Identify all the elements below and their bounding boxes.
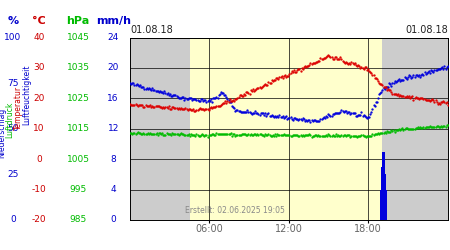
Text: Temperatur: Temperatur bbox=[14, 86, 23, 130]
Text: 1025: 1025 bbox=[67, 94, 90, 103]
Text: 12: 12 bbox=[108, 124, 119, 133]
Bar bbox=[383, 174, 386, 220]
Text: 995: 995 bbox=[69, 185, 87, 194]
Text: %: % bbox=[8, 16, 18, 26]
Text: Luftdruck: Luftdruck bbox=[5, 102, 14, 138]
Text: Niederschlag: Niederschlag bbox=[0, 108, 6, 158]
Text: 1015: 1015 bbox=[67, 124, 90, 133]
Text: 01.08.18: 01.08.18 bbox=[405, 25, 448, 35]
Text: 0: 0 bbox=[10, 216, 16, 224]
Text: 40: 40 bbox=[33, 33, 45, 42]
Bar bbox=[382, 152, 385, 220]
Text: 8: 8 bbox=[110, 155, 116, 164]
Text: -10: -10 bbox=[32, 185, 46, 194]
Text: 10: 10 bbox=[33, 124, 45, 133]
Text: Erstellt: 02.06.2025 19:05: Erstellt: 02.06.2025 19:05 bbox=[185, 206, 285, 214]
Text: 01.08.18: 01.08.18 bbox=[130, 25, 173, 35]
Text: 100: 100 bbox=[4, 33, 22, 42]
Text: 1045: 1045 bbox=[67, 33, 90, 42]
Text: hPa: hPa bbox=[67, 16, 90, 26]
Bar bbox=[381, 167, 383, 220]
Text: 0: 0 bbox=[36, 155, 42, 164]
Text: 50: 50 bbox=[7, 124, 19, 133]
Text: 4: 4 bbox=[110, 185, 116, 194]
Text: -20: -20 bbox=[32, 216, 46, 224]
Bar bbox=[189, 38, 382, 220]
Text: mm/h: mm/h bbox=[96, 16, 130, 26]
Text: 75: 75 bbox=[7, 78, 19, 88]
Text: 24: 24 bbox=[108, 33, 119, 42]
Text: 30: 30 bbox=[33, 64, 45, 72]
Bar bbox=[380, 190, 382, 220]
Text: Luftfeuchtigkeit: Luftfeuchtigkeit bbox=[22, 65, 32, 125]
Text: 16: 16 bbox=[108, 94, 119, 103]
Bar bbox=[382, 38, 448, 220]
Text: 1035: 1035 bbox=[67, 64, 90, 72]
Bar bbox=[385, 190, 387, 220]
Bar bbox=[130, 38, 189, 220]
Text: 25: 25 bbox=[7, 170, 19, 179]
Text: °C: °C bbox=[32, 16, 46, 26]
Text: 1005: 1005 bbox=[67, 155, 90, 164]
Text: 0: 0 bbox=[110, 216, 116, 224]
Text: 985: 985 bbox=[69, 216, 87, 224]
Text: 20: 20 bbox=[108, 64, 119, 72]
Text: 20: 20 bbox=[33, 94, 45, 103]
